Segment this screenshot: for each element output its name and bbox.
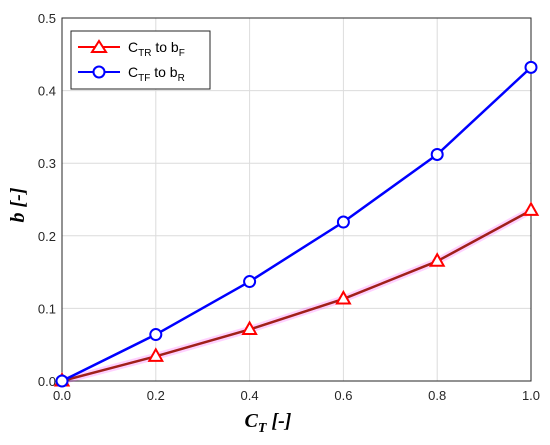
legend-box xyxy=(70,30,211,90)
series-0-point xyxy=(335,289,352,305)
legend-marker-circle xyxy=(92,65,106,79)
y-tick-label: 0.1 xyxy=(38,301,56,316)
x-tick-label: 1.0 xyxy=(522,388,540,403)
legend: CTR to bF CTF to bR xyxy=(70,30,211,90)
y-tick-label: 0.5 xyxy=(38,11,56,26)
legend-entry-0: CTR to bF xyxy=(78,39,185,59)
legend-label-1: CTF to bR xyxy=(128,64,185,84)
series-0-point xyxy=(428,252,446,267)
y-tick-label: 0.3 xyxy=(38,156,56,171)
series-1-point xyxy=(55,374,69,388)
x-tick-label: 0.0 xyxy=(53,388,71,403)
series-1-line xyxy=(61,66,532,383)
y-axis-label: b [-] xyxy=(7,187,29,222)
x-tick-label: 0.8 xyxy=(428,388,446,403)
legend-entry-1: CTF to bR xyxy=(78,64,185,84)
tick-labels: 0.0 0.2 0.4 0.6 0.8 1.0 0.0 0.1 0.2 0.3 0.4 0.5 xyxy=(38,11,540,403)
series-0-point xyxy=(522,201,540,216)
x-axis-label: CT [-] xyxy=(245,410,292,436)
series-0-point xyxy=(241,320,258,335)
series-group xyxy=(53,60,540,388)
series-1-point xyxy=(336,215,350,229)
plot-frame xyxy=(61,17,532,382)
series-1-point xyxy=(524,60,538,74)
y-tick-label: 0.0 xyxy=(38,374,56,389)
legend-label-0: CTR to bF xyxy=(128,39,185,59)
y-tick-label: 0.4 xyxy=(38,84,56,99)
series-1-point xyxy=(430,147,444,161)
x-tick-label: 0.4 xyxy=(241,388,259,403)
x-tick-label: 0.2 xyxy=(147,388,165,403)
series-1-point xyxy=(243,275,257,289)
x-axis-label-main: C xyxy=(245,410,259,432)
x-tick-label: 0.6 xyxy=(334,388,352,403)
series-0-line xyxy=(61,209,532,383)
y-tick-label: 0.2 xyxy=(38,229,56,244)
legend-marker-triangle xyxy=(90,39,108,53)
x-axis-label-sub: T xyxy=(258,421,268,436)
series-0-point xyxy=(147,347,165,362)
series-1-point xyxy=(149,328,163,342)
x-axis-label-unit: [-] xyxy=(266,410,291,432)
